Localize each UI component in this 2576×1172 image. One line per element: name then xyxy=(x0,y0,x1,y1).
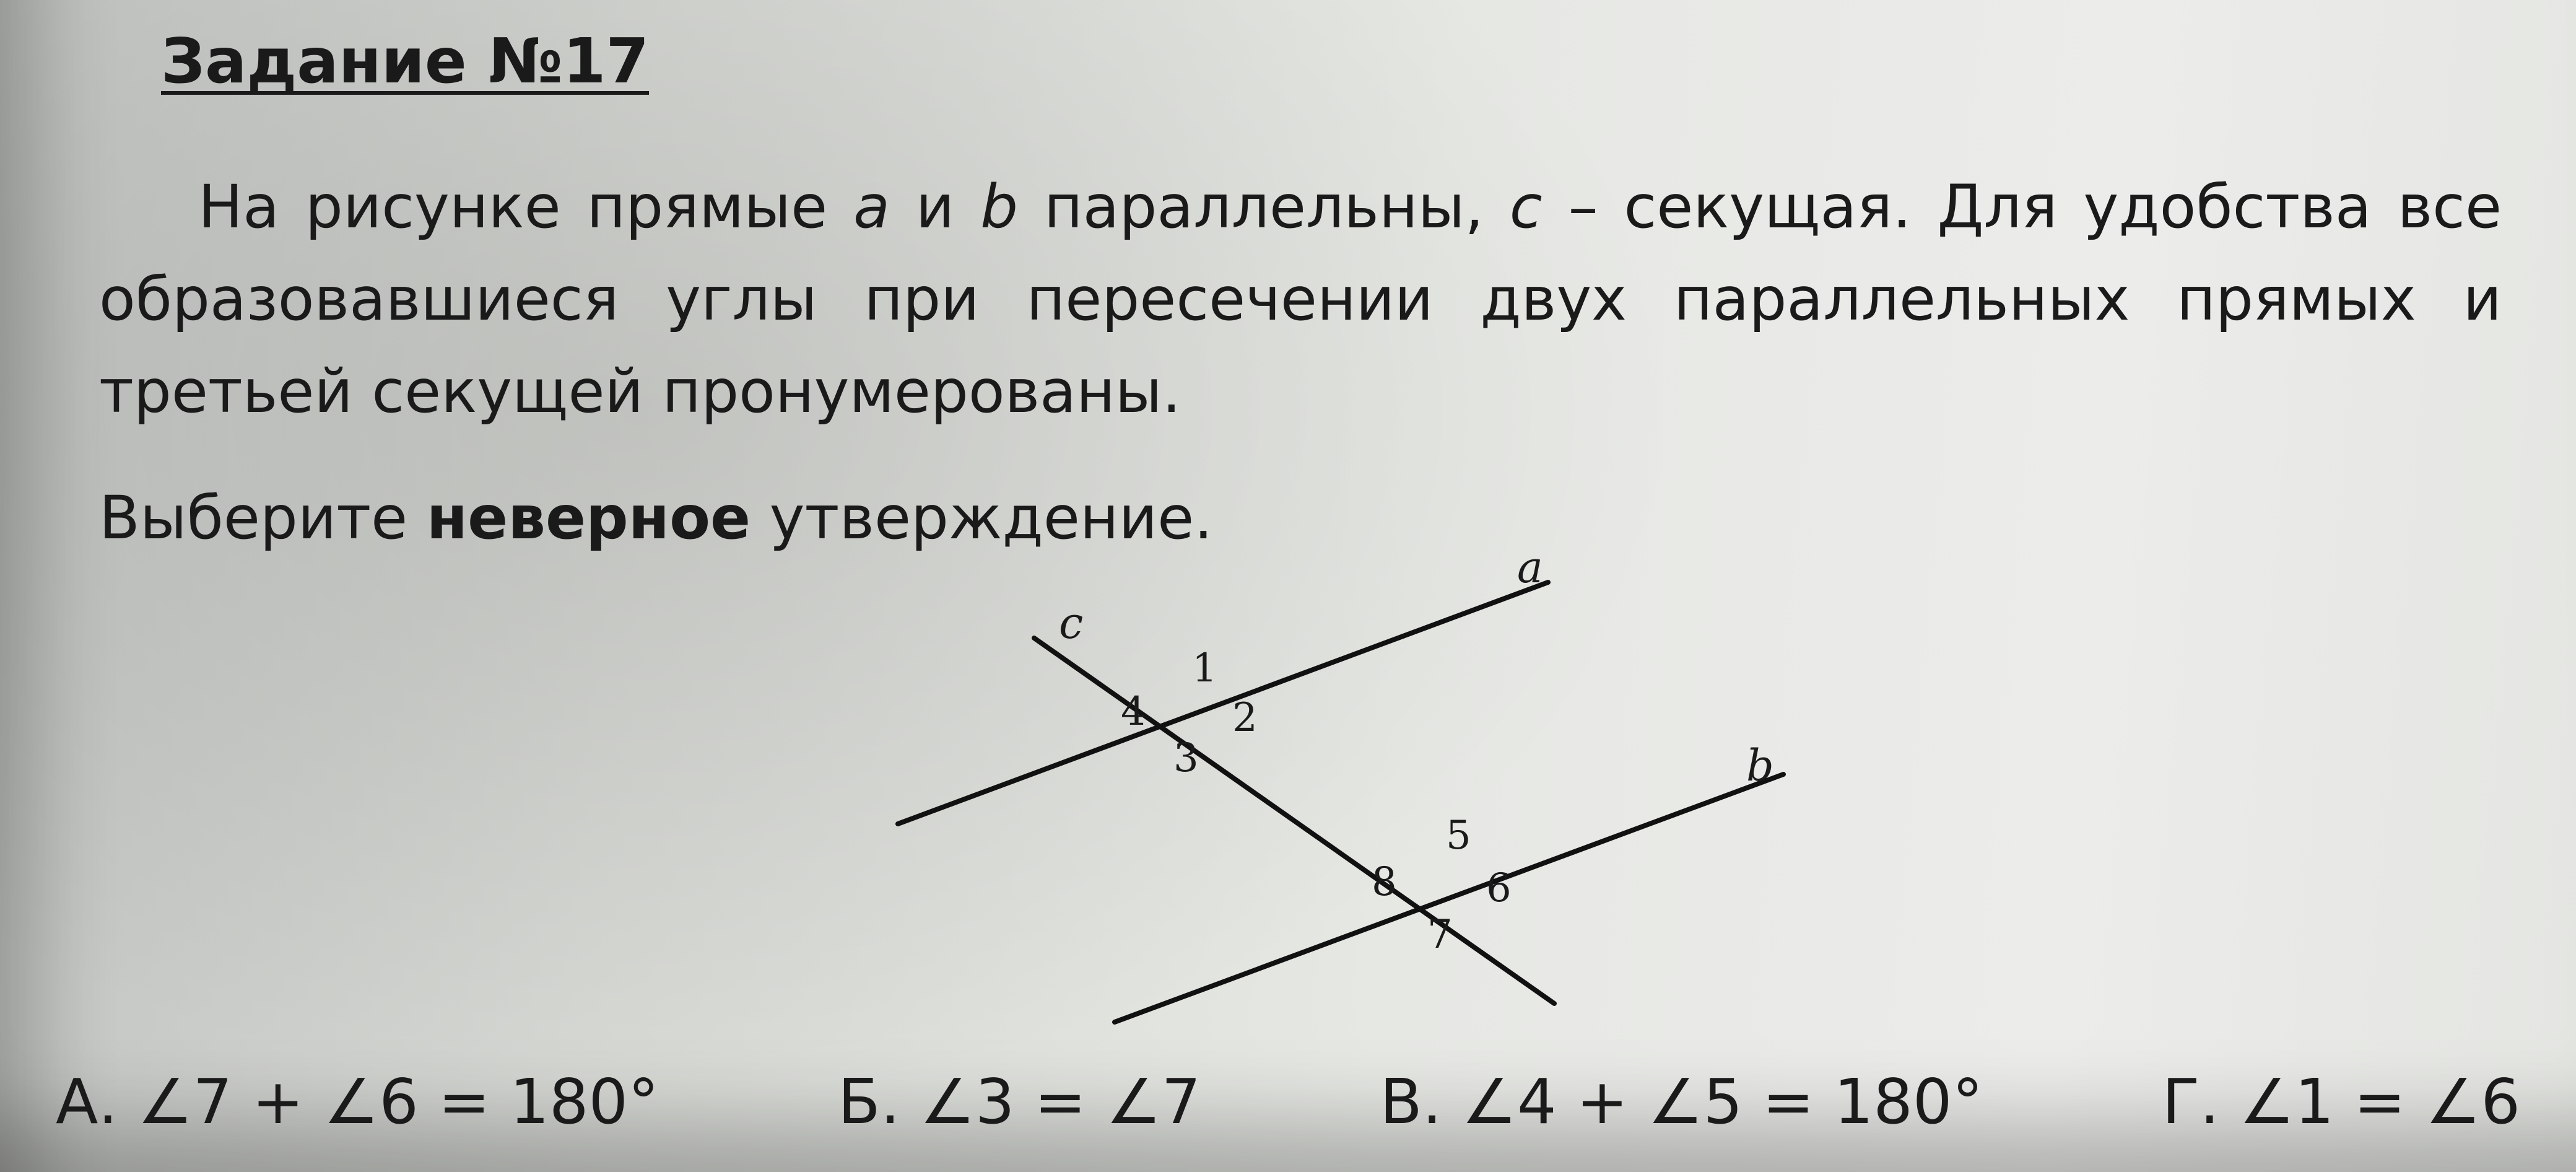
diagram-svg: a b c 1234 5678 xyxy=(793,558,1845,1041)
option-expr: ∠4 + ∠5 = 180° xyxy=(1461,1065,1983,1138)
svg-text:c: c xyxy=(1059,598,1083,649)
svg-text:3: 3 xyxy=(1173,735,1199,781)
svg-text:1: 1 xyxy=(1192,645,1217,691)
text-fragment: и xyxy=(890,172,980,242)
instruction-bold: неверное xyxy=(427,483,751,553)
option-label: Г. xyxy=(2162,1065,2220,1138)
svg-text:4: 4 xyxy=(1121,689,1146,735)
task-title: Задание №17 xyxy=(161,25,649,97)
text-fragment: Выберите xyxy=(99,483,427,553)
answer-options: А. ∠7 + ∠6 = 180° Б. ∠3 = ∠7 В. ∠4 + ∠5 … xyxy=(56,1065,2520,1138)
svg-text:8: 8 xyxy=(1372,859,1397,905)
page: Задание №17 На рисунке прямые a и b пара… xyxy=(0,0,2576,1172)
option-expr: ∠1 = ∠6 xyxy=(2239,1065,2520,1138)
task-paragraph: На рисунке прямые a и b параллельны, c –… xyxy=(99,161,2502,437)
option-expr: ∠3 = ∠7 xyxy=(920,1065,1201,1138)
option-d: Г. ∠1 = ∠6 xyxy=(2162,1065,2520,1138)
svg-text:6: 6 xyxy=(1486,865,1512,911)
text-fragment: параллельны, xyxy=(1018,172,1510,242)
svg-text:7: 7 xyxy=(1427,912,1453,958)
option-label: В. xyxy=(1380,1065,1442,1138)
option-label: А. xyxy=(56,1065,118,1138)
option-a: А. ∠7 + ∠6 = 180° xyxy=(56,1065,659,1138)
var-b: b xyxy=(980,172,1018,242)
option-b: Б. ∠3 = ∠7 xyxy=(838,1065,1201,1138)
task-instruction: Выберите неверное утверждение. xyxy=(99,483,2502,553)
text-fragment: утверждение. xyxy=(751,483,1212,553)
svg-text:a: a xyxy=(1517,558,1543,593)
geometry-diagram: a b c 1234 5678 xyxy=(793,558,1845,1041)
var-a: a xyxy=(853,172,890,242)
option-label: Б. xyxy=(838,1065,900,1138)
var-c: c xyxy=(1510,172,1543,242)
option-expr: ∠7 + ∠6 = 180° xyxy=(137,1065,659,1138)
option-c: В. ∠4 + ∠5 = 180° xyxy=(1380,1065,1983,1138)
svg-text:b: b xyxy=(1746,740,1774,791)
svg-text:2: 2 xyxy=(1232,695,1258,741)
text-fragment: На рисунке прямые xyxy=(198,172,853,242)
svg-text:5: 5 xyxy=(1446,813,1471,859)
